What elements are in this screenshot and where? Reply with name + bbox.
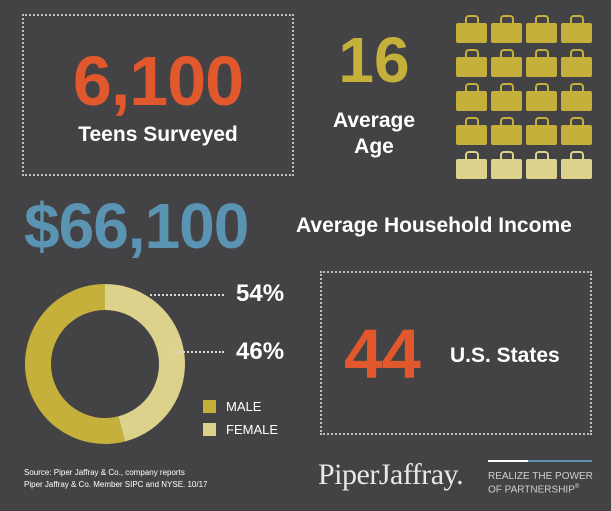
shopping-bag-icon — [561, 117, 592, 145]
shopping-bag-icon — [456, 15, 487, 43]
source-line-1: Source: Piper Jaffray & Co., company rep… — [24, 468, 185, 477]
male-percent: 54% — [236, 280, 285, 307]
shopping-bag-icon — [491, 49, 522, 77]
shopping-bag-icon — [526, 117, 557, 145]
teens-surveyed-number: 6,100 — [72, 42, 244, 120]
shopping-bag-icon — [526, 49, 557, 77]
shopping-bag-icon — [491, 83, 522, 111]
average-age-label-line1: Average — [332, 109, 416, 132]
income-label: Average Household Income — [296, 214, 572, 237]
average-age-label-line2: Age — [354, 135, 394, 158]
tagline-line-2-text: OF PARTNERSHIP — [488, 484, 575, 496]
shopping-bag-icon — [526, 15, 557, 43]
piper-jaffray-logo: PiperJaffray. — [318, 458, 464, 491]
female-legend-swatch — [203, 423, 216, 436]
shopping-bag-icon — [526, 151, 557, 179]
male-legend-label: MALE — [226, 399, 262, 414]
shopping-bag-icon — [561, 49, 592, 77]
shopping-bag-icon — [561, 15, 592, 43]
source-line-2: Piper Jaffray & Co. Member SIPC and NYSE… — [24, 480, 208, 489]
shopping-bag-icon — [491, 15, 522, 43]
shopping-bag-icon — [561, 151, 592, 179]
teens-surveyed-box: 6,100 Teens Surveyed — [22, 14, 294, 176]
gender-donut-chart — [24, 284, 185, 444]
tagline-registered-mark: ® — [574, 484, 580, 490]
female-percent: 46% — [236, 338, 285, 365]
male-donut-slice — [24, 284, 125, 444]
shopping-bag-icon — [491, 151, 522, 179]
shopping-bag-icon — [456, 117, 487, 145]
shopping-bag-icon — [561, 83, 592, 111]
tagline-line-1: REALIZE THE POWER — [488, 471, 593, 482]
male-legend-swatch — [203, 400, 216, 413]
tagline-line-2: OF PARTNERSHIP® — [488, 484, 579, 495]
average-age-number: 16 — [338, 24, 410, 96]
income-number: $66,100 — [24, 190, 249, 262]
shopping-bag-icon — [491, 117, 522, 145]
us-states-label: U.S. States — [450, 344, 560, 367]
tagline-rule-blue — [528, 460, 592, 462]
tagline-rule-white — [488, 460, 528, 462]
shopping-bag-icon — [456, 49, 487, 77]
shopping-bag-icon — [456, 83, 487, 111]
female-donut-slice — [105, 284, 185, 442]
teens-surveyed-label: Teens Surveyed — [78, 123, 238, 146]
female-legend-label: FEMALE — [226, 422, 279, 437]
male-leader-line — [150, 294, 224, 296]
us-states-number: 44 — [344, 315, 421, 393]
us-states-box: 44 U.S. States — [320, 271, 592, 435]
shopping-bag-grid — [456, 14, 596, 179]
shopping-bag-icon — [456, 151, 487, 179]
female-leader-line — [172, 351, 224, 353]
shopping-bag-icon — [526, 83, 557, 111]
